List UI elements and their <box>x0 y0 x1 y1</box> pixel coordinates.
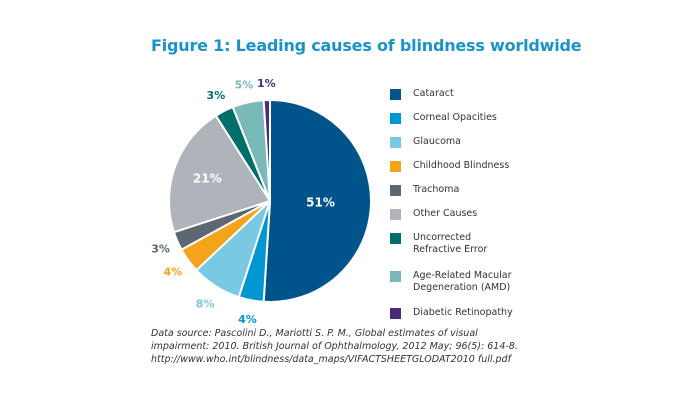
pie-slice-cataract <box>262 99 373 303</box>
legend-item: Childhood Blindness <box>390 160 533 172</box>
slice-data-label: 21% <box>193 171 222 185</box>
legend-label-line: Degeneration (AMD) <box>413 282 511 293</box>
slice-data-label: 4% <box>238 313 257 326</box>
legend-label-line: Refractive Error <box>413 244 488 255</box>
legend-item: Age-Related Macular Degeneration (AMD) <box>390 270 533 294</box>
legend-label: Diabetic Retinopathy <box>413 307 533 319</box>
pie-slice-diabetic-retinopathy <box>262 99 271 202</box>
legend-label: Corneal Opacities <box>413 112 533 124</box>
legend-swatch <box>390 209 401 220</box>
legend-item: Trachoma <box>390 184 533 196</box>
legend-swatch <box>390 185 401 196</box>
legend-swatch <box>390 161 401 172</box>
legend-label-line: Uncorrected <box>413 232 472 243</box>
legend-label-line: Other Causes <box>413 208 478 219</box>
legend-label: Uncorrected Refractive Error <box>413 232 533 256</box>
legend-label: Age-Related Macular Degeneration (AMD) <box>413 270 533 294</box>
slice-data-label: 1% <box>257 77 276 90</box>
legend-item: Diabetic Retinopathy <box>390 307 533 319</box>
legend-label-line: Trachoma <box>413 184 460 195</box>
legend-swatch <box>390 113 401 124</box>
legend-swatch <box>390 89 401 100</box>
legend-label-line: Diabetic Retinopathy <box>413 307 513 318</box>
slice-data-label: 8% <box>196 297 215 310</box>
legend-label: Cataract <box>413 88 533 100</box>
legend-item: Glaucoma <box>390 136 533 148</box>
legend-label: Other Causes <box>413 208 533 220</box>
legend-label: Trachoma <box>413 184 533 196</box>
slice-data-label: 3% <box>207 89 226 102</box>
legend-item: Cataract <box>390 88 533 100</box>
legend-swatch <box>390 308 401 319</box>
data-source-note: Data source: Pascolini D., Mariotti S. P… <box>151 327 571 366</box>
legend-swatch <box>390 137 401 148</box>
legend-label-line: Glaucoma <box>413 136 461 147</box>
legend-label-line: Childhood Blindness <box>413 160 510 171</box>
source-line: http://www.who.int/blindness/data_maps/V… <box>151 354 511 365</box>
chart-title: Figure 1: Leading causes of blindness wo… <box>151 36 582 55</box>
legend-swatch <box>390 233 401 244</box>
legend-label-line: Cataract <box>413 88 454 99</box>
slice-data-label: 5% <box>235 79 254 92</box>
legend-label-line: Corneal Opacities <box>413 112 497 123</box>
legend-label: Childhood Blindness <box>413 160 533 172</box>
source-line: impairment: 2010. British Journal of Oph… <box>151 341 518 352</box>
legend-item: Uncorrected Refractive Error <box>390 232 533 256</box>
source-line: Data source: Pascolini D., Mariotti S. P… <box>151 328 478 339</box>
slice-data-label: 51% <box>306 196 335 210</box>
legend-label: Glaucoma <box>413 136 533 148</box>
slice-data-label: 3% <box>151 242 170 255</box>
slice-data-label: 4% <box>163 266 182 279</box>
legend-label-line: Age-Related Macular <box>413 270 512 281</box>
pie-slice-other-causes <box>168 114 271 234</box>
legend-item: Other Causes <box>390 208 533 220</box>
legend-item: Corneal Opacities <box>390 112 533 124</box>
legend-swatch <box>390 271 401 282</box>
